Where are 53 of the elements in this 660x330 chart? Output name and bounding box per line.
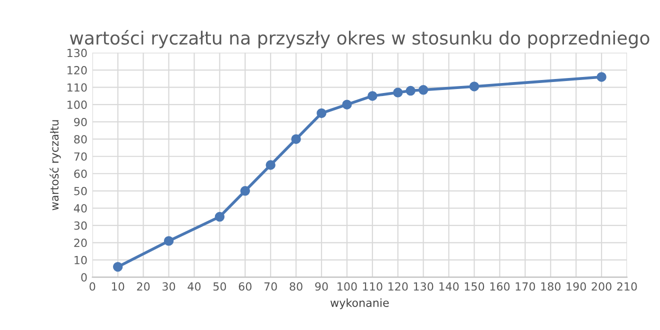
y-tick-label: 80 [74,135,87,144]
x-tick-label: 180 [541,282,560,291]
x-tick-label: 0 [90,282,96,291]
x-tick-label: 40 [188,282,201,291]
point [596,72,606,82]
x-tick-label: 200 [592,282,612,291]
y-tick-label: 90 [74,118,87,126]
x-tick-label: 80 [290,282,302,291]
y-tick-label: 100 [68,100,87,109]
x-tick-label: 140 [439,282,459,291]
y-tick-label: 20 [74,238,87,248]
point [164,236,174,246]
x-tick-label: 120 [388,282,408,291]
y-tick-label: 30 [74,221,87,230]
point [240,186,250,196]
x-tick-label: 100 [338,282,357,291]
y-tick-label: 10 [74,256,87,264]
point [342,100,352,110]
chart-title: wartości ryczałtu na przyszły okres w stosunku do poprzedniego [70,30,650,48]
x-tick-label: 60 [238,282,252,291]
x-tick-label: 90 [315,282,328,291]
x-tick-label: 160 [490,282,510,291]
y-axis-title: wartość ryczałtu [50,120,61,210]
point [368,91,378,101]
x-tick-label: 70 [264,282,277,291]
x-tick-label: 30 [162,282,176,291]
x-tick-label: 190 [566,282,586,291]
y-tick-label: 40 [74,204,87,213]
y-tick-label: 110 [68,83,87,92]
point [112,262,123,272]
x-tick-label: 110 [363,282,382,291]
point [266,160,276,170]
point [316,108,326,118]
x-tick-label: 130 [414,282,434,291]
y-tick-label: 70 [74,152,87,161]
y-tick-label: 120 [68,66,87,74]
x-axis-title: wykonanie [330,298,389,310]
x-tick-label: 50 [213,282,226,291]
y-tick-label: 60 [74,170,87,178]
point [393,88,403,98]
x-tick-label: 210 [617,282,637,291]
y-tick-label: 0 [81,273,87,282]
point [291,134,301,144]
x-tick-label: 150 [464,282,484,291]
point [406,86,416,96]
point [214,212,225,222]
y-tick-label: 130 [68,48,87,58]
y-tick-label: 50 [74,186,87,196]
point [418,85,428,95]
x-tick-label: 10 [112,282,124,291]
x-tick-label: 20 [137,282,150,291]
x-tick-label: 170 [516,282,536,291]
point [469,82,480,92]
